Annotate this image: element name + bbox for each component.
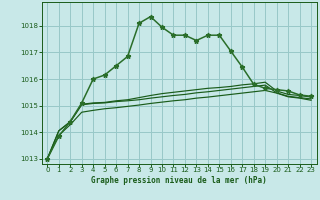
X-axis label: Graphe pression niveau de la mer (hPa): Graphe pression niveau de la mer (hPa) bbox=[91, 176, 267, 185]
